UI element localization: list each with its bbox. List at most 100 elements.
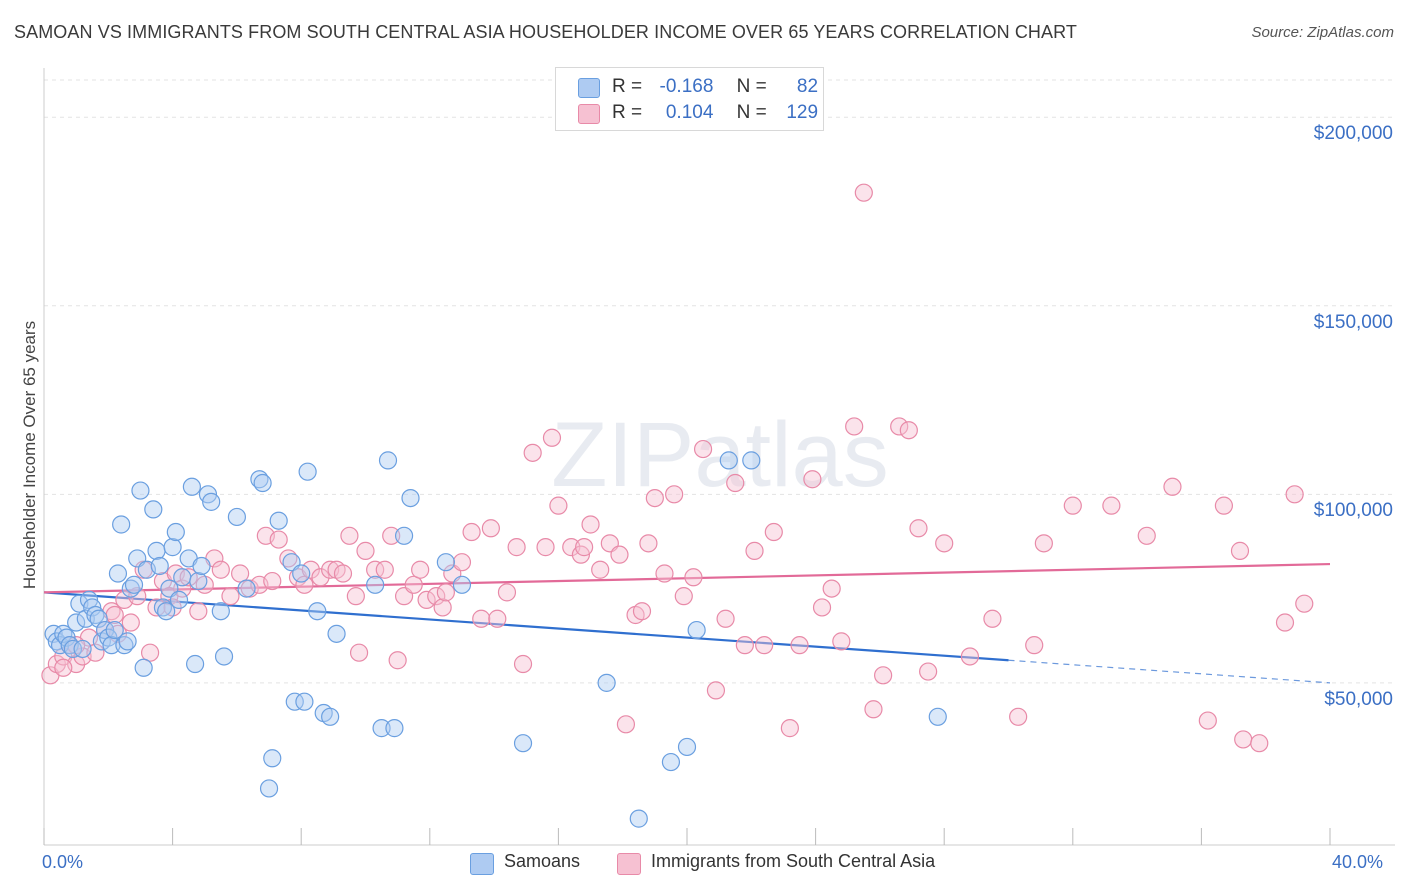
correlation-legend: R = -0.168 N = 82 R = 0.104 N = 129 (555, 67, 824, 131)
data-point-samoans (63, 639, 83, 659)
data-point-immigrants (919, 662, 938, 681)
data-point-immigrants (462, 522, 481, 542)
data-point-immigrants (854, 183, 873, 202)
data-point-immigrants (1250, 734, 1269, 753)
data-point-immigrants (1009, 707, 1028, 726)
data-point-samoans (597, 673, 616, 692)
data-point-samoans (157, 602, 176, 621)
data-point-samoans (67, 613, 86, 632)
data-point-samoans (513, 734, 533, 753)
chart-title: SAMOAN VS IMMIGRANTS FROM SOUTH CENTRAL … (14, 22, 1078, 42)
data-point-samoans (742, 451, 761, 470)
data-point-immigrants (726, 473, 745, 493)
data-point-samoans (227, 507, 246, 527)
data-point-immigrants (452, 553, 472, 572)
data-point-samoans (189, 571, 208, 591)
data-point-immigrants (639, 534, 658, 553)
axis-lines (43, 68, 1395, 846)
y-axis-label: Householder Income Over 65 years (20, 320, 39, 590)
data-point-immigrants (1234, 730, 1253, 749)
y-tick-label: $200,000 (1313, 123, 1393, 145)
data-point-immigrants (755, 636, 774, 655)
data-point-immigrants (693, 439, 713, 459)
data-point-immigrants (488, 609, 507, 628)
data-point-samoans (366, 575, 385, 594)
data-point-immigrants (333, 564, 353, 583)
legend-r-label: R = (612, 102, 643, 123)
data-point-immigrants (179, 568, 198, 587)
data-point-immigrants (812, 598, 832, 617)
data-point-samoans (327, 624, 346, 643)
data-point-immigrants (1063, 496, 1082, 515)
data-point-immigrants (105, 605, 124, 625)
data-point-immigrants (1214, 496, 1234, 515)
data-point-immigrants (340, 526, 359, 545)
legend-n-value: 129 (786, 102, 819, 123)
data-point-immigrants (674, 587, 693, 606)
data-point-samoans (394, 526, 414, 545)
data-point-immigrants (684, 568, 703, 587)
data-point-samoans (147, 541, 166, 560)
data-point-immigrants (128, 587, 147, 606)
data-point-immigrants (832, 632, 851, 651)
data-point-immigrants (983, 609, 1002, 628)
data-point-immigrants (575, 538, 594, 557)
data-point-immigrants (356, 541, 375, 560)
data-point-immigrants (790, 636, 809, 655)
data-point-immigrants (433, 598, 452, 617)
data-point-immigrants (349, 643, 369, 662)
data-point-samoans (719, 451, 738, 470)
data-point-samoans (928, 707, 947, 726)
data-point-samoans (452, 575, 472, 594)
data-point-immigrants (121, 613, 140, 632)
data-point-immigrants (507, 538, 526, 557)
data-point-immigrants (610, 545, 629, 564)
data-point-immigrants (1230, 541, 1250, 560)
data-point-immigrants (845, 417, 864, 436)
series-samoans-points (44, 451, 947, 828)
data-point-immigrants (899, 421, 918, 440)
data-point-immigrants (1025, 636, 1044, 655)
data-point-samoans (163, 538, 182, 557)
bottom-legend-label-immigrants: Immigrants from South Central Asia (651, 851, 936, 871)
data-point-samoans (112, 515, 131, 534)
data-point-samoans (298, 462, 317, 481)
data-point-samoans (378, 451, 398, 470)
data-point-immigrants (655, 564, 674, 583)
data-point-immigrants (1275, 613, 1295, 632)
data-point-samoans (253, 473, 272, 493)
data-point-immigrants (1137, 526, 1156, 545)
data-point-immigrants (581, 515, 600, 534)
data-point-immigrants (436, 583, 455, 602)
data-point-immigrants (388, 651, 407, 670)
data-point-samoans (285, 692, 304, 711)
data-point-immigrants (417, 590, 436, 610)
data-point-immigrants (411, 560, 430, 579)
data-point-immigrants (822, 579, 841, 598)
data-point-samoans (321, 707, 340, 726)
data-point-immigrants (211, 560, 230, 579)
data-point-samoans (677, 737, 697, 757)
data-point-samoans (214, 647, 234, 666)
data-point-immigrants (140, 643, 160, 662)
data-point-immigrants (909, 519, 928, 538)
data-point-samoans (269, 511, 288, 530)
data-point-immigrants (632, 602, 652, 621)
data-point-immigrants (311, 568, 330, 587)
x-tick-max: 40.0% (1332, 852, 1384, 872)
data-point-samoans (166, 522, 185, 542)
data-point-immigrants (481, 519, 500, 538)
data-point-immigrants (301, 560, 320, 579)
data-point-immigrants (346, 587, 365, 606)
data-point-immigrants (427, 587, 446, 606)
trend-line-samoans-extension (1008, 659, 1331, 684)
data-point-immigrants (536, 538, 555, 557)
data-point-immigrants (735, 636, 754, 655)
data-point-samoans (169, 590, 189, 610)
data-point-immigrants (54, 658, 73, 677)
data-point-samoans (73, 639, 92, 659)
data-point-immigrants (716, 609, 735, 628)
data-point-immigrants (221, 587, 240, 606)
bottom-legend-swatch-blue (470, 853, 494, 875)
